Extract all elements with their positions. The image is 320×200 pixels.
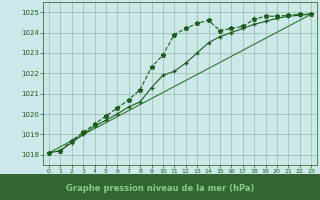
Text: Graphe pression niveau de la mer (hPa): Graphe pression niveau de la mer (hPa) [66,184,254,193]
